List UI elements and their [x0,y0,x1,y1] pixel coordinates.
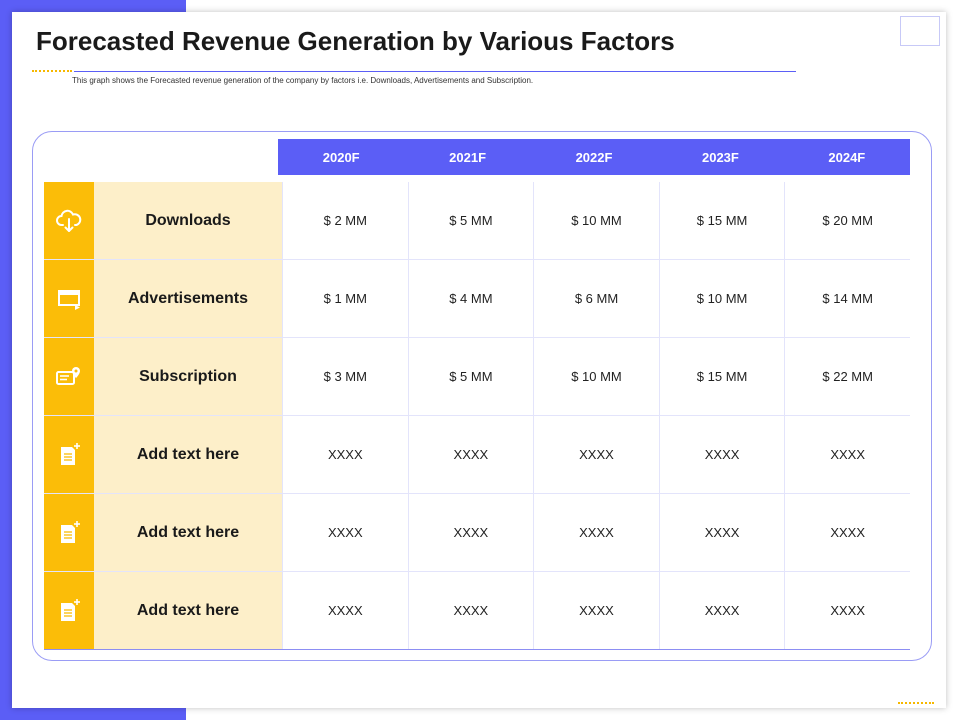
table-cell: XXXX [658,494,785,571]
table-cell: XXXX [784,416,910,493]
table-cell: XXXX [282,572,408,649]
table-cell: XXXX [407,572,534,649]
page-title: Forecasted Revenue Generation by Various… [36,26,675,56]
table-cell: $ 14 MM [784,260,910,337]
table-cell: XXXX [533,494,659,571]
add-note-icon [61,520,80,543]
title-dots [32,70,72,72]
add-note-icon [61,442,80,465]
table-row: Downloads $ 2 MM $ 5 MM $ 10 MM $ 15 MM … [44,182,910,260]
table-cell: XXXX [658,416,785,493]
row-label: Add text here [94,416,282,493]
row-icon-cell [44,416,94,493]
table-cell: $ 1 MM [282,260,408,337]
row-icon-cell [44,260,94,337]
row-icon-cell [44,494,94,571]
table-cell: $ 10 MM [658,260,785,337]
table-cell: XXXX [282,494,408,571]
year-header-cell: 2023F [701,149,739,165]
row-label: Add text here [94,572,282,649]
corner-dots [898,702,934,704]
revenue-table: Downloads $ 2 MM $ 5 MM $ 10 MM $ 15 MM … [44,182,910,650]
table-cell: XXXX [784,572,910,649]
ad-window-icon [58,289,80,310]
table-cell: $ 2 MM [282,182,408,259]
table-cell: XXXX [784,494,910,571]
table-cell: XXXX [533,416,659,493]
row-icon-cell [44,572,94,649]
table-cell: XXXX [407,416,534,493]
year-header-cell: 2024F [828,149,866,165]
table-cell: $ 3 MM [282,338,408,415]
row-label: Add text here [94,494,282,571]
row-label: Advertisements [94,260,282,337]
table-cell: $ 6 MM [533,260,659,337]
table-cell: XXXX [658,572,785,649]
row-label: Downloads [94,182,282,259]
table-cell: $ 5 MM [407,338,534,415]
table-cell: XXXX [407,494,534,571]
add-note-icon [61,598,80,621]
title-rule [74,71,796,72]
table-cell: $ 20 MM [784,182,910,259]
row-label: Subscription [94,338,282,415]
year-header-cell: 2020F [322,149,360,165]
table-cell: $ 15 MM [658,182,785,259]
table-cell: $ 10 MM [533,182,659,259]
table-row: Add text here XXXX XXXX XXXX XXXX XXXX [44,572,910,650]
table-cell: $ 22 MM [784,338,910,415]
table-row: Add text here XXXX XXXX XXXX XXXX XXXX [44,416,910,494]
table-cell: $ 5 MM [407,182,534,259]
table-cell: $ 4 MM [407,260,534,337]
slide: Forecasted Revenue Generation by Various… [12,12,946,708]
row-icon-cell [44,338,94,415]
table-cell: $ 10 MM [533,338,659,415]
year-header: 2020F 2021F 2022F 2023F 2024F [278,139,910,175]
table-cell: $ 15 MM [658,338,785,415]
table-cell: XXXX [533,572,659,649]
cloud-download-icon [56,209,82,232]
year-header-cell: 2022F [575,149,613,165]
row-icon-cell [44,182,94,259]
table-cell: XXXX [282,416,408,493]
page-subtitle: This graph shows the Forecasted revenue … [72,76,534,85]
table-row: Advertisements $ 1 MM $ 4 MM $ 6 MM $ 10… [44,260,910,338]
table-frame [32,131,932,661]
year-header-cell: 2021F [449,149,487,165]
table-row: Add text here XXXX XXXX XXXX XXXX XXXX [44,494,910,572]
corner-decoration [900,16,940,46]
table-row: Subscription $ 3 MM $ 5 MM $ 10 MM $ 15 … [44,338,910,416]
subscription-card-icon [56,366,80,385]
